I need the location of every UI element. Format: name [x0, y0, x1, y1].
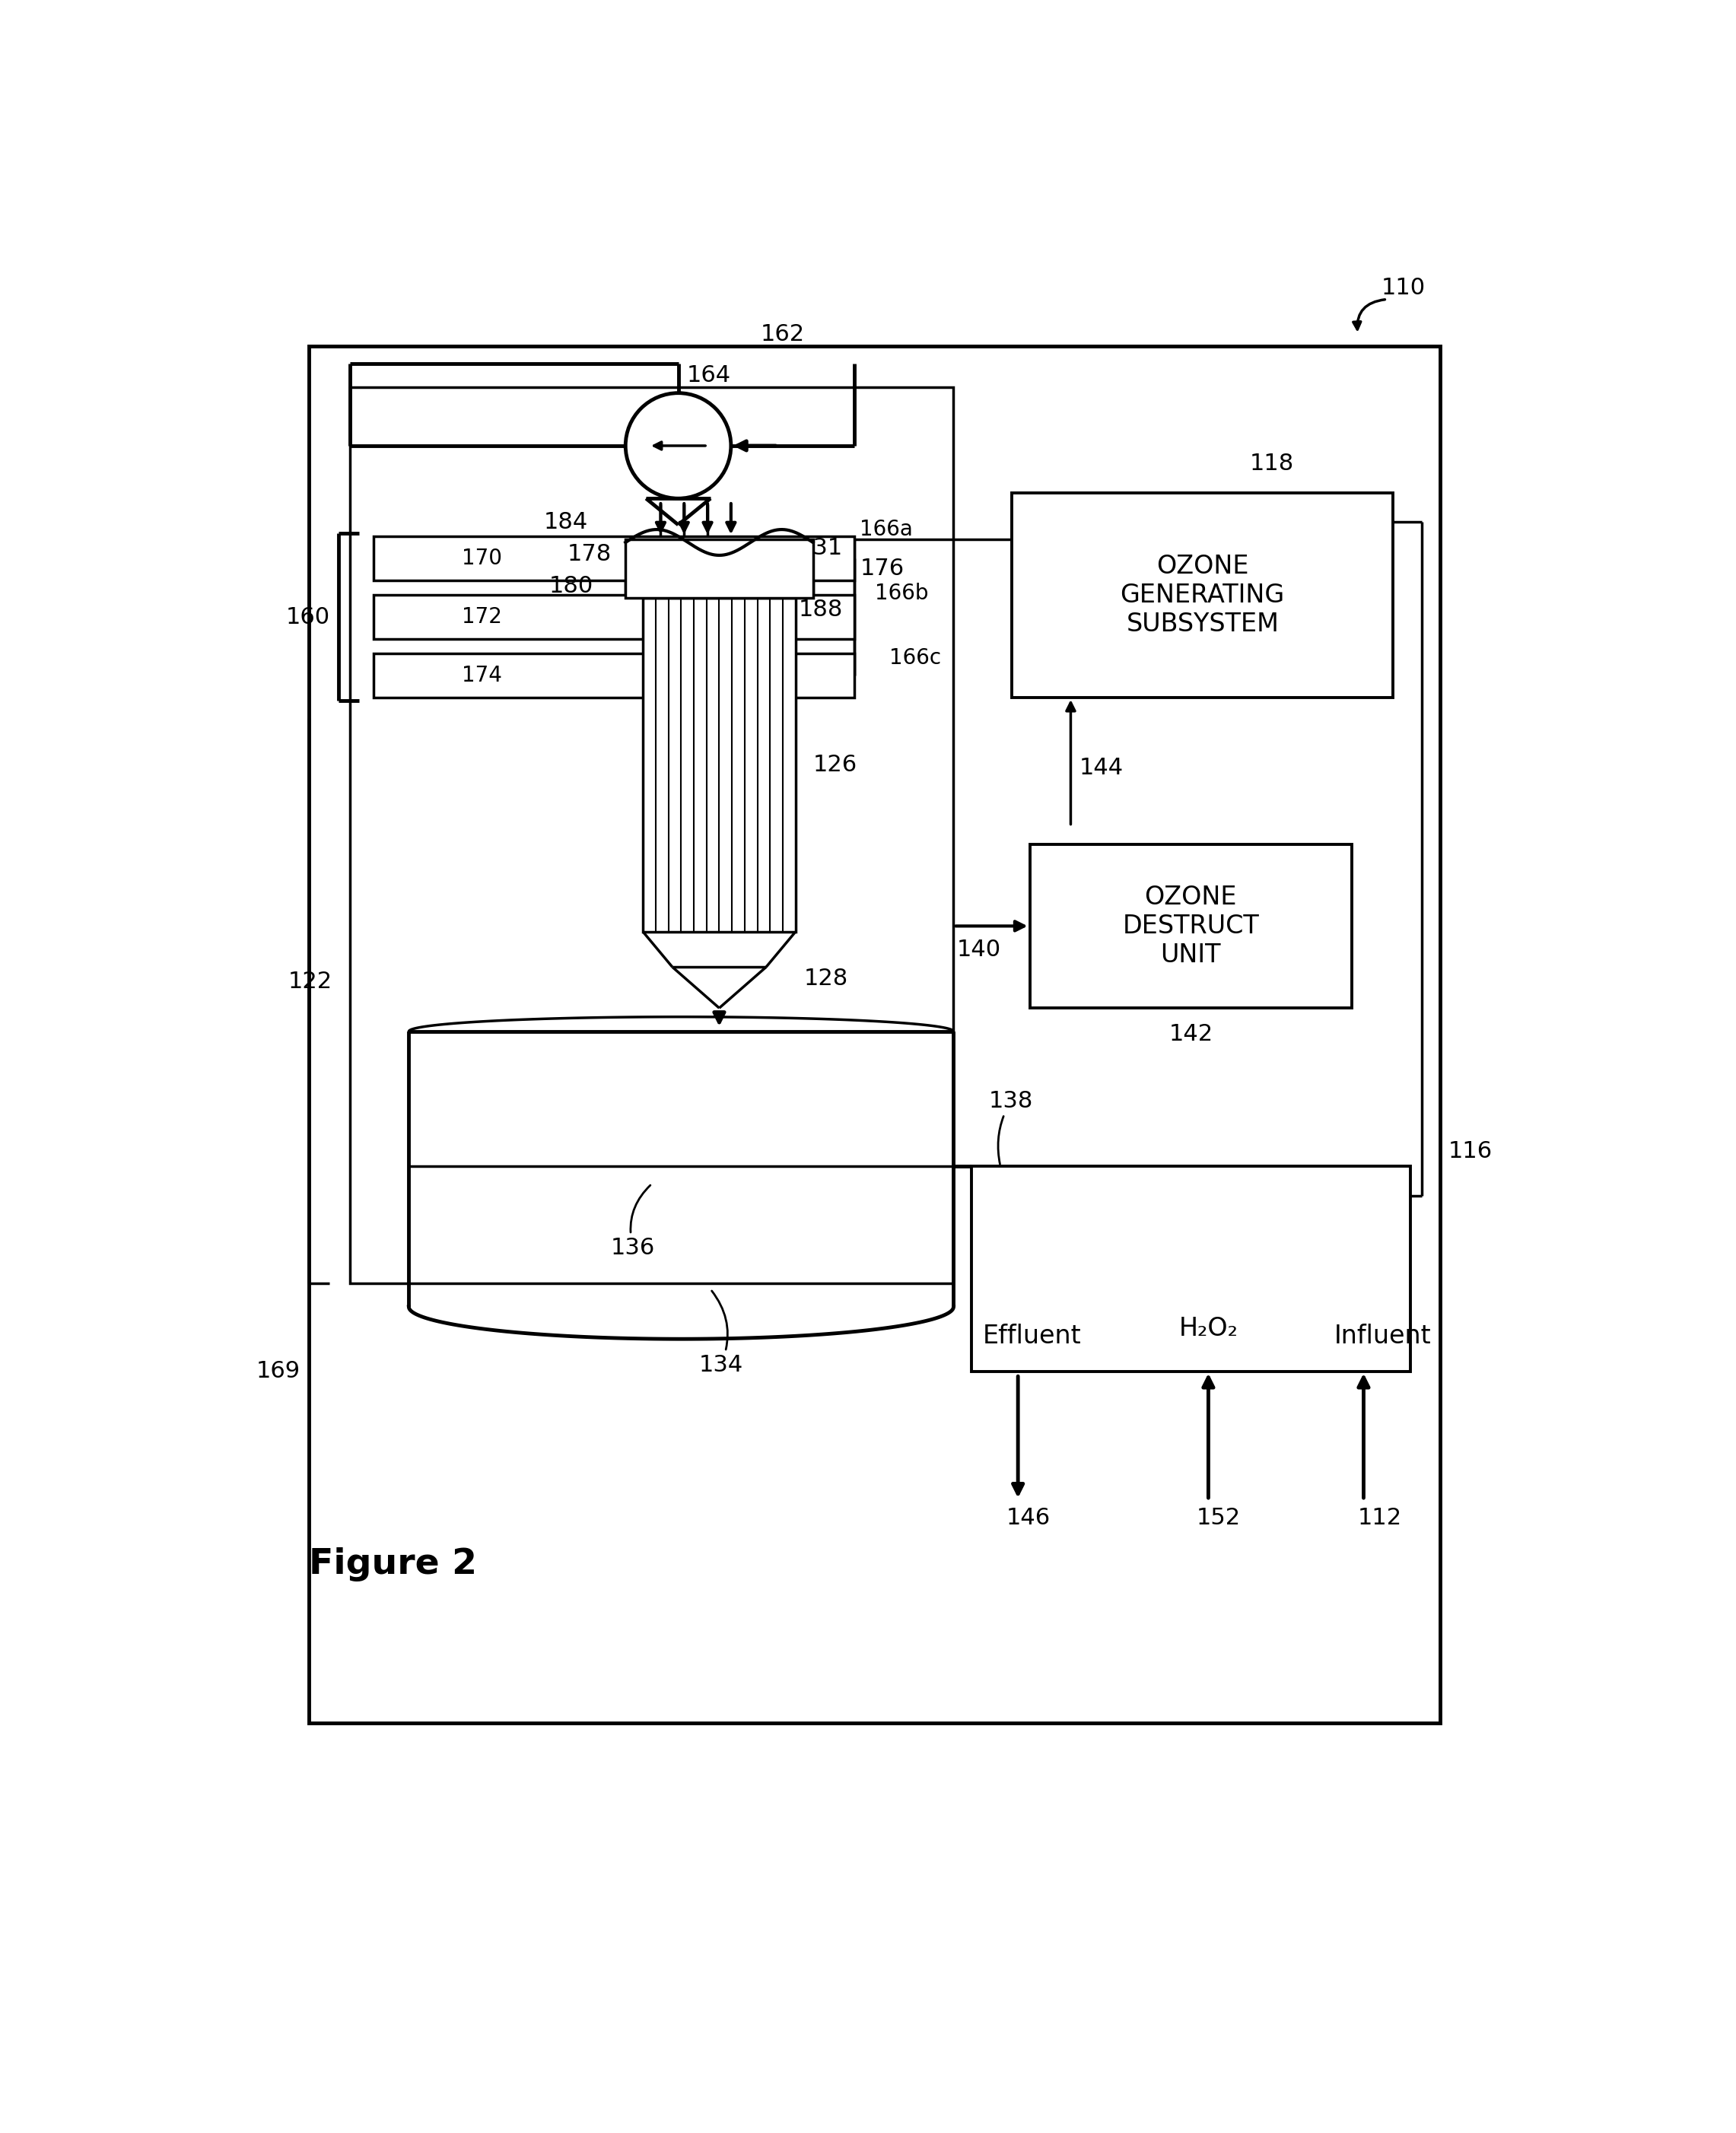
- Text: OZONE
GENERATING
SUBSYSTEM: OZONE GENERATING SUBSYSTEM: [1120, 552, 1285, 638]
- Text: 134: 134: [700, 1290, 743, 1376]
- Bar: [625, 540, 812, 597]
- Text: 180: 180: [549, 576, 594, 597]
- Text: 169: 169: [257, 1361, 300, 1382]
- Text: Figure 2: Figure 2: [309, 1546, 477, 1581]
- Bar: [351, 388, 953, 1284]
- Text: 170: 170: [462, 548, 502, 570]
- Text: 166c: 166c: [889, 648, 941, 670]
- Text: 122: 122: [288, 971, 333, 992]
- Text: 146: 146: [1007, 1506, 1050, 1529]
- Text: OZONE
DESTRUCT
UNIT: OZONE DESTRUCT UNIT: [1123, 885, 1259, 968]
- Text: 186: 186: [689, 559, 733, 580]
- Bar: [309, 346, 1439, 1723]
- Text: 140: 140: [957, 939, 1000, 960]
- Bar: [1012, 493, 1392, 697]
- Text: 138: 138: [990, 1090, 1033, 1165]
- Text: 188: 188: [799, 599, 842, 621]
- Text: Effluent: Effluent: [983, 1322, 1082, 1348]
- Text: 131: 131: [799, 538, 842, 559]
- Text: 166b: 166b: [875, 582, 929, 604]
- Text: 164: 164: [687, 365, 731, 386]
- Text: 110: 110: [1382, 277, 1425, 299]
- Text: 136: 136: [611, 1186, 654, 1258]
- Text: 176: 176: [859, 557, 904, 580]
- Text: 144: 144: [1080, 757, 1123, 779]
- Text: 142: 142: [1168, 1024, 1213, 1045]
- Text: 126: 126: [812, 753, 858, 776]
- Text: 172: 172: [462, 606, 502, 627]
- Text: 184: 184: [543, 512, 589, 533]
- Text: 152: 152: [1196, 1506, 1241, 1529]
- Circle shape: [625, 392, 731, 499]
- Bar: [373, 538, 854, 580]
- Text: 128: 128: [804, 968, 849, 990]
- Text: H₂O₂: H₂O₂: [1179, 1316, 1238, 1342]
- Text: Influent: Influent: [1335, 1322, 1432, 1348]
- Text: 160: 160: [285, 606, 330, 627]
- Text: 112: 112: [1358, 1506, 1403, 1529]
- Text: 174: 174: [462, 665, 502, 687]
- Bar: [373, 595, 854, 640]
- Bar: [970, 1167, 1410, 1372]
- Text: 116: 116: [1448, 1141, 1493, 1162]
- Bar: [1029, 845, 1352, 1009]
- Text: 178: 178: [568, 544, 611, 565]
- Text: 162: 162: [760, 324, 804, 346]
- Text: 118: 118: [1250, 452, 1293, 474]
- Text: 166a: 166a: [859, 518, 913, 540]
- Bar: [373, 653, 854, 697]
- Bar: [642, 597, 795, 932]
